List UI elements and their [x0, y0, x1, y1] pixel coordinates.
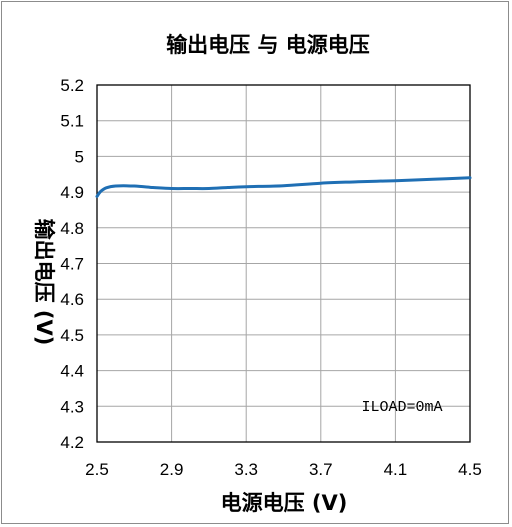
y-tick-label: 4.4 — [60, 362, 84, 381]
y-tick-label: 4.5 — [60, 326, 84, 345]
annotation-iload: ILOAD=0mA — [361, 399, 442, 416]
y-tick-label: 4.7 — [60, 255, 84, 274]
plot-area — [96, 84, 471, 443]
y-tick-label: 4.3 — [60, 397, 84, 416]
y-tick-label: 4.8 — [60, 219, 84, 238]
x-tick-label: 2.5 — [85, 460, 109, 479]
y-tick-label: 4.2 — [60, 433, 84, 452]
y-axis-label: 输出电压 (V) — [32, 219, 56, 346]
x-tick-label: 3.3 — [234, 460, 258, 479]
y-tick-label: 5.2 — [60, 76, 84, 95]
x-tick-label: 4.1 — [384, 460, 408, 479]
y-axis-ticks: 4.2 4.3 4.4 4.5 4.6 4.7 4.8 4.9 5 5.1 5.2 — [60, 76, 84, 452]
y-tick-label: 5.1 — [60, 112, 84, 131]
x-tick-label: 2.9 — [160, 460, 184, 479]
x-tick-label: 3.7 — [309, 460, 333, 479]
x-tick-label: 4.5 — [458, 460, 482, 479]
grid — [97, 85, 470, 442]
x-axis-ticks: 2.5 2.9 3.3 3.7 4.1 4.5 — [85, 460, 482, 479]
x-axis-label: 电源电压 (V) — [221, 491, 348, 515]
y-tick-label: 4.6 — [60, 290, 84, 309]
y-tick-label: 5 — [75, 147, 84, 166]
series-line — [95, 176, 472, 198]
chart-title: 输出电压 与 电源电压 — [166, 33, 370, 57]
y-tick-label: 4.9 — [60, 183, 84, 202]
